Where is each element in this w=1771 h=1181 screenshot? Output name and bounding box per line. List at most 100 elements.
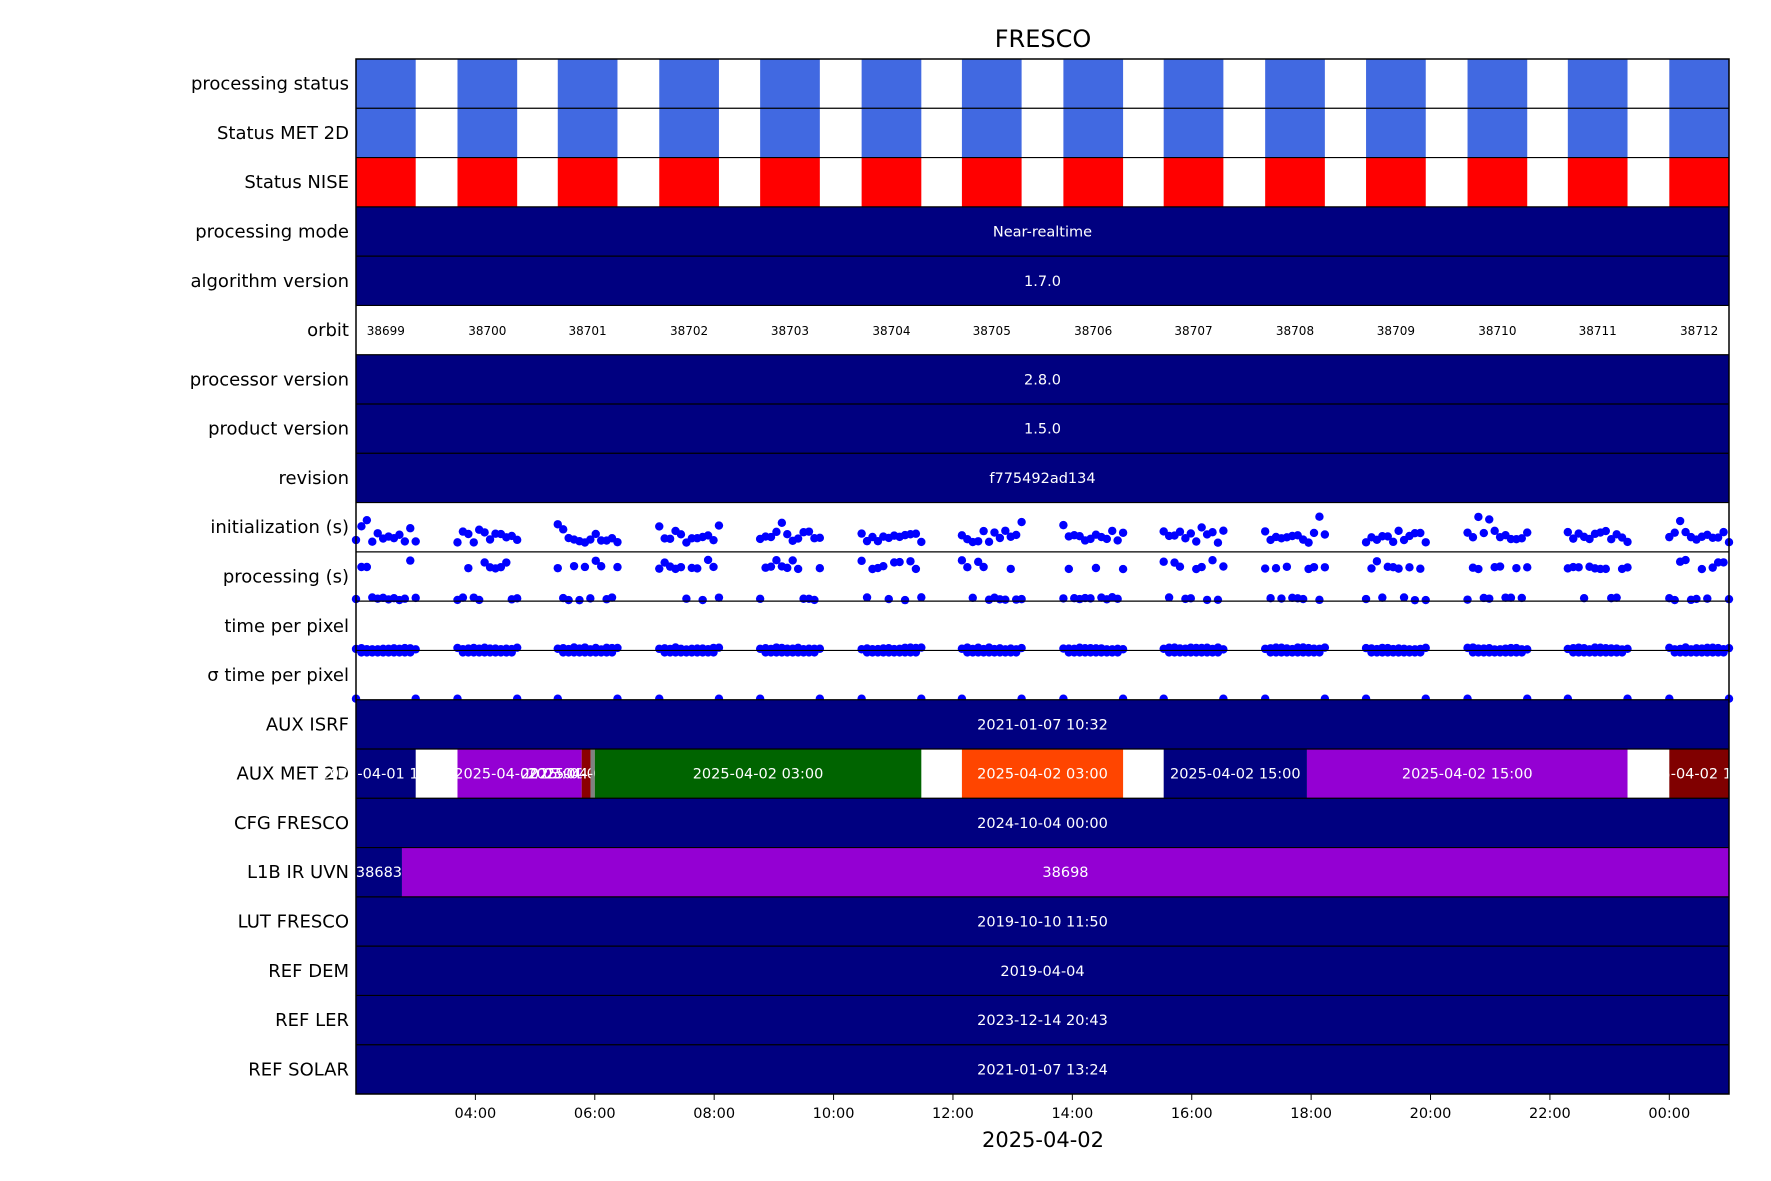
orbit-label: 38711	[1579, 324, 1617, 338]
scatter-point	[1479, 528, 1489, 538]
scatter-point	[714, 521, 724, 530]
scatter-point	[1367, 564, 1376, 573]
scatter-point	[1612, 593, 1621, 602]
x-tick-label: 16:00	[1171, 1106, 1213, 1122]
status-block	[557, 108, 618, 158]
row-label: processor version	[190, 369, 349, 390]
row-lut-fresco: LUT FRESCO 2019-10-10 11:50	[238, 896, 1729, 947]
scatter-point	[474, 595, 484, 605]
orbit-label: 38702	[670, 324, 708, 338]
scatter-point	[1394, 564, 1403, 573]
scatter-point	[1175, 527, 1185, 536]
scatter-point	[1517, 648, 1527, 657]
scatter-point	[564, 595, 573, 605]
scatter-point	[862, 593, 872, 602]
scatter-point	[1271, 564, 1281, 573]
scatter-point	[709, 562, 718, 572]
x-tick-label: 04:00	[454, 1106, 496, 1122]
row-label: REF SOLAR	[248, 1059, 349, 1080]
scatter-point	[558, 525, 568, 534]
bar-segment	[356, 206, 1729, 257]
scatter-point	[911, 529, 921, 538]
row-label: processing status	[191, 74, 349, 95]
status-block	[1366, 59, 1426, 109]
row-algorithm-version: algorithm version 1.7.0	[190, 255, 1729, 306]
scatter-point	[406, 524, 415, 533]
row-processor-version: processor version 2.8.0	[190, 354, 1729, 404]
scatter-point	[1118, 528, 1128, 537]
status-block	[1467, 108, 1528, 158]
row-revision: revision f775492ad134	[278, 452, 1729, 503]
status-block	[1366, 157, 1426, 207]
scatter-point	[1719, 527, 1728, 537]
bar-label: 38683	[356, 865, 402, 881]
bar-segment	[356, 995, 1729, 1045]
scatter-point	[1186, 594, 1196, 603]
scatter-point	[1713, 533, 1723, 542]
scatter-point	[1208, 556, 1217, 565]
x-tick-label: 14:00	[1051, 1106, 1093, 1122]
scatter-point	[1495, 562, 1505, 571]
scatter-point	[1064, 564, 1074, 574]
status-block	[861, 59, 922, 109]
x-axis-label: 2025-04-02	[982, 1128, 1104, 1152]
bar-segment	[581, 749, 591, 799]
scatter-point	[793, 564, 803, 574]
scatter-point	[1001, 595, 1010, 604]
scatter-point	[804, 527, 814, 536]
scatter-point	[783, 563, 792, 573]
scatter-point	[1320, 530, 1330, 539]
status-block	[961, 59, 1022, 109]
scatter-point	[485, 535, 495, 544]
scatter-point	[676, 530, 686, 539]
row-label: CFG FRESCO	[234, 813, 349, 834]
plot-frame	[355, 58, 1730, 1095]
bar-label: Near-realtime	[993, 225, 1092, 241]
bar-segment	[457, 749, 582, 799]
scatter-point	[1108, 526, 1117, 536]
scatter-point	[1416, 564, 1425, 573]
scatter-point	[1410, 595, 1420, 605]
scatter-point	[911, 648, 921, 657]
status-block	[1366, 108, 1426, 158]
scatter-point	[1213, 538, 1223, 547]
scatter-point	[553, 563, 562, 573]
status-block	[1567, 59, 1628, 109]
scatter-point	[990, 528, 999, 537]
scatter-point	[1563, 527, 1573, 537]
scatter-point	[1692, 594, 1701, 604]
bar-label: 1.5.0	[1024, 422, 1061, 438]
scatter-point	[458, 593, 468, 602]
scatter-point	[1675, 516, 1685, 526]
scatter-point	[395, 530, 404, 539]
scatter-point	[1361, 594, 1371, 604]
status-block	[760, 157, 820, 207]
status-block	[1567, 157, 1628, 207]
status-block	[659, 108, 719, 158]
scatter-point	[1463, 595, 1472, 604]
row-label: Status NISE	[244, 172, 349, 193]
scatter-point	[777, 518, 787, 528]
bar-segment	[1669, 749, 1729, 799]
bar-label: 2024-10-04 00:00	[977, 816, 1108, 832]
x-tick-label: 10:00	[813, 1106, 855, 1122]
scatter-point	[1219, 562, 1228, 571]
bar-label: 2019-04-04	[1000, 964, 1084, 980]
scatter-point	[512, 535, 522, 545]
scatter-point	[1113, 648, 1122, 657]
x-tick-label: 22:00	[1529, 1106, 1571, 1122]
scatter-point	[676, 562, 686, 572]
bar-segment	[356, 404, 1729, 454]
scatter-point	[1298, 594, 1308, 604]
scatter-point	[406, 556, 415, 565]
row-label: AUX MET 2D	[237, 764, 349, 785]
row-initialization-s-: initialization (s)	[210, 501, 1734, 547]
row-ref-ler: REF LER 2023-12-14 20:43	[275, 994, 1729, 1045]
scatter-point	[1361, 538, 1371, 547]
scatter-point	[1315, 512, 1324, 521]
bar-label: 2025-04-02 15:00	[1170, 767, 1301, 783]
scatter-point	[766, 532, 776, 542]
scatter-point	[1011, 530, 1021, 540]
scatter-point	[1219, 526, 1228, 535]
